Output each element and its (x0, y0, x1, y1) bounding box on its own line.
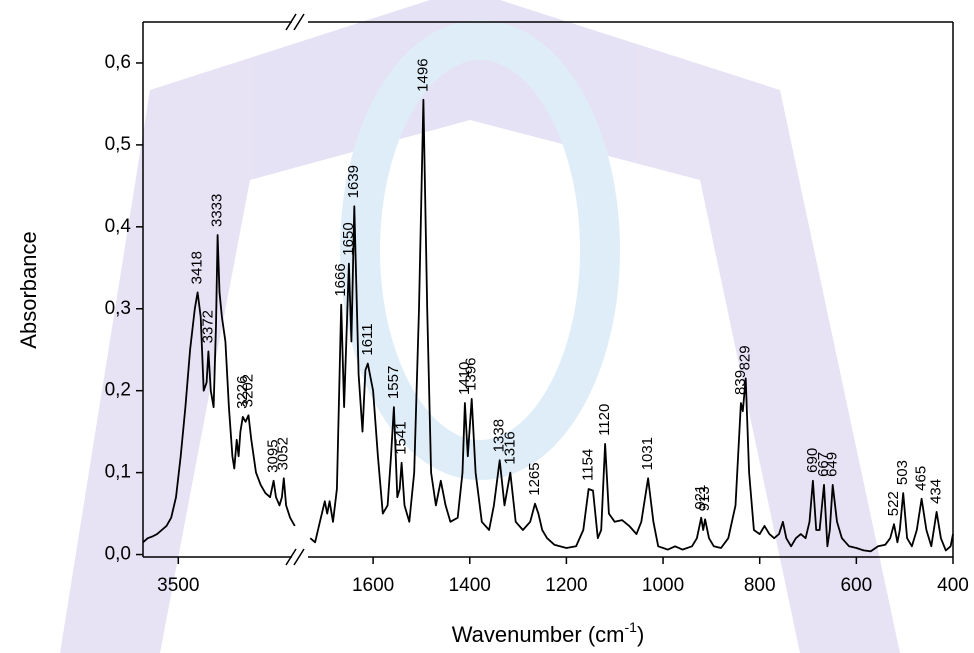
peak-label: 465 (913, 466, 930, 491)
x-tick-label: 600 (840, 575, 872, 596)
x-tick-label: 1000 (642, 575, 684, 596)
break-mark (285, 13, 297, 31)
spectrum-line (142, 98, 954, 553)
peak-label: 1496 (414, 58, 431, 91)
peak-label: 829 (737, 345, 754, 370)
peak-label: 3418 (189, 251, 206, 284)
x-axis-title-part: ) (637, 622, 644, 647)
watermark (60, 0, 900, 653)
peak-label: 667 (815, 452, 832, 477)
y-tick-label: 0,6 (105, 52, 131, 73)
y-axis-title: Absorbance (16, 231, 41, 348)
peak-label: 1557 (385, 366, 402, 399)
peak-label: 1316 (501, 431, 518, 464)
y-tick-label: 0,1 (105, 462, 131, 483)
x-tick-label: 800 (744, 575, 776, 596)
peak-label: 522 (885, 491, 902, 516)
peak-label: 3095 (265, 439, 282, 472)
peak-label: 3202 (239, 374, 256, 407)
watermark-ring (340, 20, 620, 480)
break-mark (285, 548, 297, 566)
x-axis-title-part: Wavenumber (cm (452, 622, 625, 647)
peak-label: 1338 (491, 419, 508, 452)
x-tick-label: 1400 (449, 575, 491, 596)
peak-label: 1410 (456, 362, 473, 395)
x-tick-label: 1600 (352, 575, 394, 596)
peak-label: 3372 (199, 310, 216, 343)
peak-label: 1666 (332, 263, 349, 296)
peak-label: 1120 (596, 404, 613, 436)
peak-label: 649 (824, 452, 841, 477)
y-tick-label: 0,4 (105, 216, 132, 237)
peak-label: 1396 (463, 358, 480, 391)
watermark-shape (60, 0, 900, 653)
peak-label: 3333 (209, 194, 226, 227)
break-mark (293, 548, 305, 566)
peak-label: 1639 (345, 165, 362, 198)
frame (142, 13, 954, 566)
y-tick-label: 0,5 (105, 134, 131, 155)
break-mark (293, 13, 305, 31)
x-axis-title: Wavenumber (cm-1) (452, 619, 645, 647)
x-tick-label: 1200 (545, 575, 587, 596)
peak-label: 1541 (393, 421, 410, 454)
peak-label: 690 (804, 448, 821, 473)
peak-label: 3226 (234, 376, 251, 409)
y-tick-label: 0,0 (105, 544, 131, 565)
y-tick-label: 0,3 (105, 298, 131, 319)
peak-label: 1650 (340, 222, 357, 255)
x-tick-label: 400 (937, 575, 969, 596)
peak-label: 503 (894, 460, 911, 485)
peak-label: 921 (692, 485, 709, 510)
peak-label: 1154 (580, 449, 597, 481)
peak-label: 1031 (639, 437, 656, 470)
peak-label: 434 (928, 479, 945, 504)
x-tick-label: 3500 (157, 575, 199, 596)
peak-label: 839 (732, 370, 749, 395)
y-tick-label: 0,2 (105, 380, 131, 401)
x-axis-title-sup: -1 (625, 619, 638, 635)
peak-label: 913 (696, 486, 713, 511)
peak-label: 1265 (526, 462, 543, 495)
peak-label: 3052 (275, 437, 292, 470)
peak-label: 1611 (359, 323, 376, 355)
